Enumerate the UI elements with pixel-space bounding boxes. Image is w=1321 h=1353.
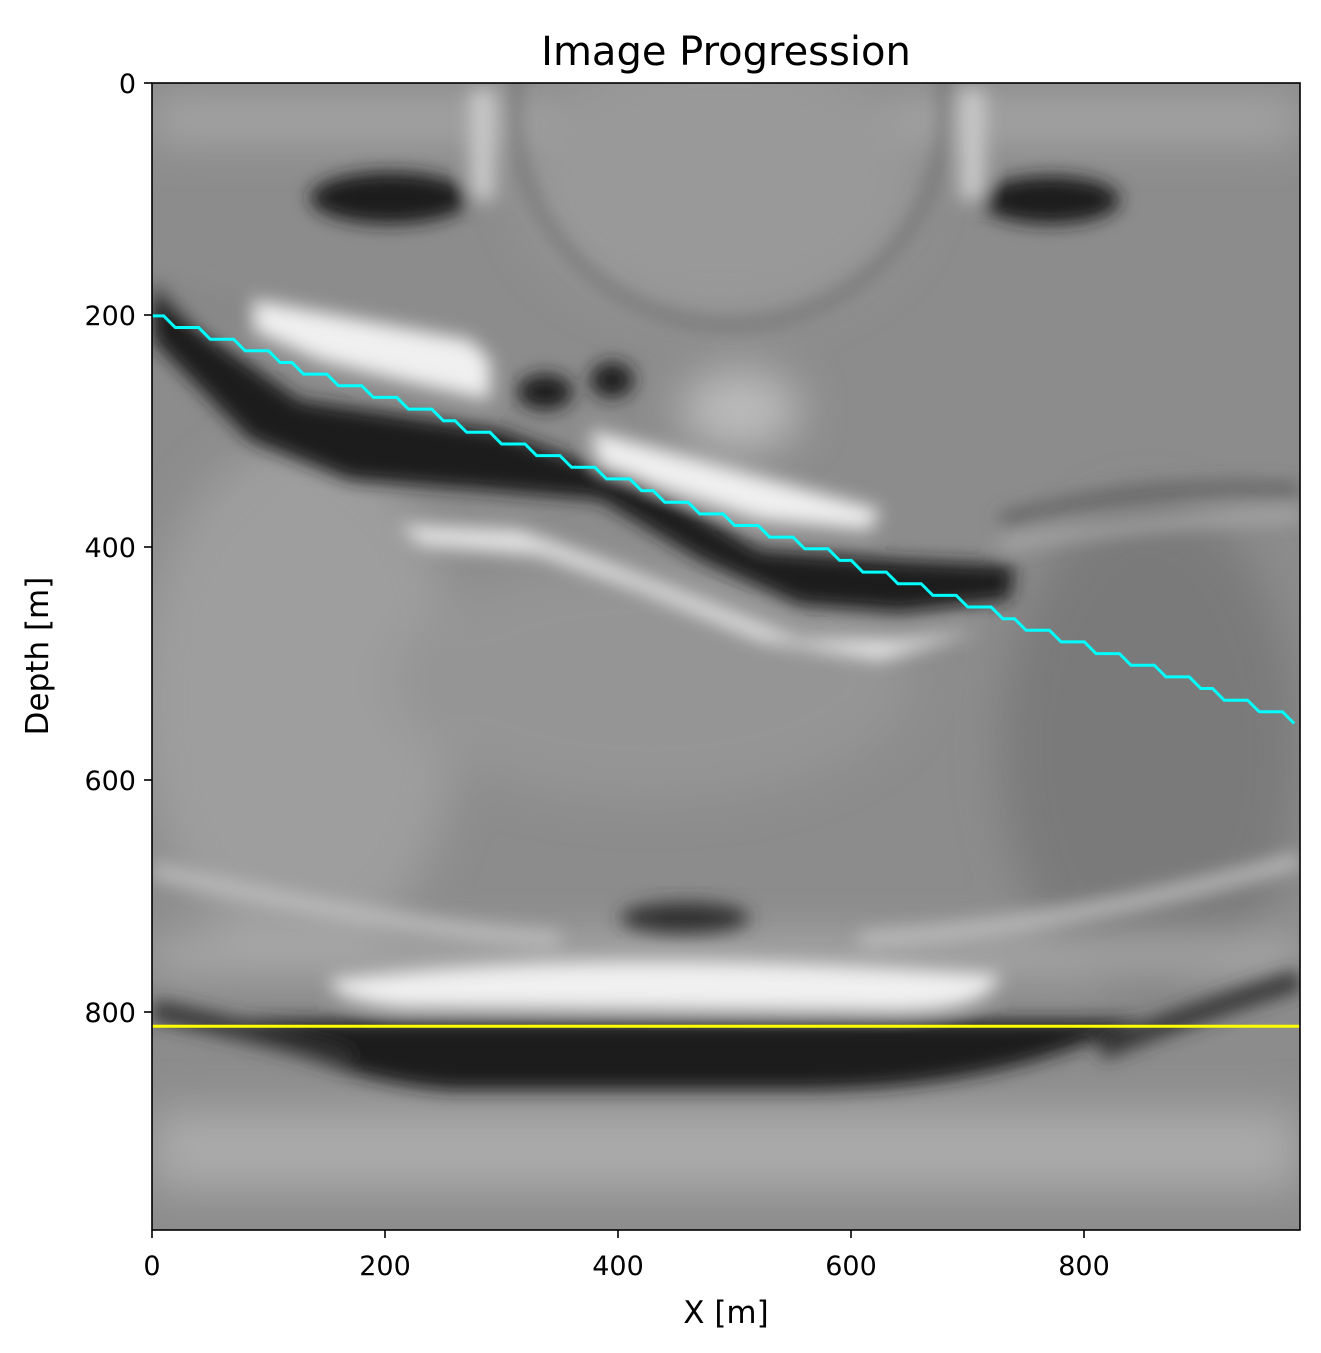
y-tick: 800 [84, 998, 152, 1029]
cyan-horizon-line [152, 314, 1296, 725]
svg-text:800: 800 [84, 998, 136, 1029]
svg-text:200: 200 [84, 301, 136, 332]
chart-title: Image Progression [541, 29, 911, 75]
plot-frame [151, 82, 1301, 1231]
svg-text:800: 800 [1058, 1251, 1110, 1282]
y-tick: 400 [84, 533, 152, 564]
x-tick: 400 [592, 1230, 644, 1282]
y-axis: 0 200 400 600 800 Depth [m] [20, 69, 152, 1029]
x-axis: 0 200 400 600 800 X [m] [143, 1230, 1110, 1331]
horizon-lines [152, 314, 1300, 1028]
seismic-image [152, 83, 1300, 1230]
y-axis-label: Depth [m] [20, 577, 56, 736]
y-tick: 200 [84, 301, 152, 332]
y-tick: 0 [119, 69, 152, 100]
x-axis-label: X [m] [683, 1295, 768, 1331]
svg-text:600: 600 [825, 1251, 877, 1282]
x-tick: 200 [359, 1230, 411, 1282]
x-tick: 600 [825, 1230, 877, 1282]
svg-text:400: 400 [84, 533, 136, 564]
svg-text:400: 400 [592, 1251, 644, 1282]
svg-text:0: 0 [143, 1251, 160, 1282]
y-tick: 600 [84, 766, 152, 797]
svg-text:200: 200 [359, 1251, 411, 1282]
svg-text:600: 600 [84, 766, 136, 797]
svg-text:0: 0 [119, 69, 136, 100]
x-tick: 0 [143, 1230, 161, 1282]
x-tick: 800 [1058, 1230, 1110, 1282]
